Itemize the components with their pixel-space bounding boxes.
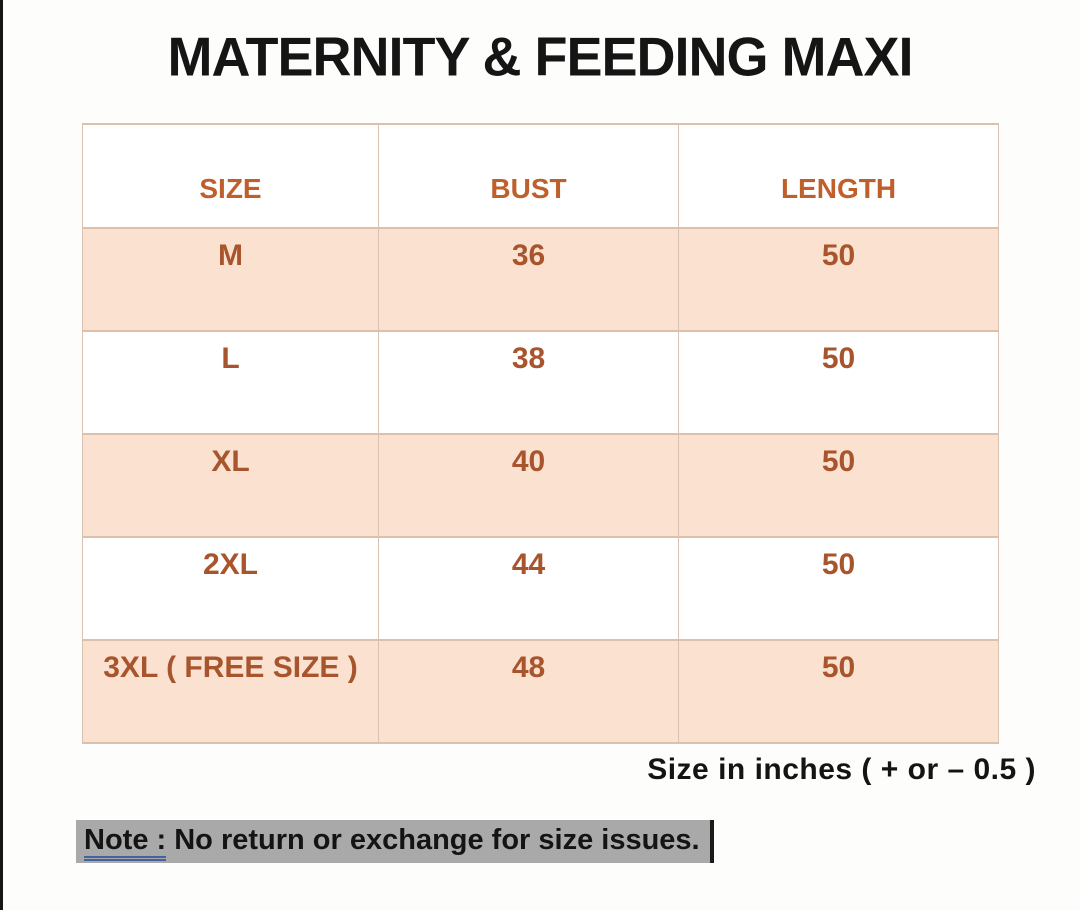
column-header-size: SIZE xyxy=(82,123,379,229)
size-cell: XL xyxy=(82,433,379,538)
table-row: 3XL ( FREE SIZE ) 48 50 xyxy=(82,639,999,744)
size-cell: M xyxy=(82,227,379,332)
bust-cell: 36 xyxy=(378,227,679,332)
size-chart-table: SIZE BUST LENGTH M 36 50 L 38 50 XL 40 5… xyxy=(82,123,999,744)
table-row: M 36 50 xyxy=(82,227,999,332)
size-cell: 2XL xyxy=(82,536,379,641)
length-cell: 50 xyxy=(678,433,999,538)
length-cell: 50 xyxy=(678,536,999,641)
bust-cell: 44 xyxy=(378,536,679,641)
table-row: L 38 50 xyxy=(82,330,999,435)
table-row: XL 40 50 xyxy=(82,433,999,538)
page-title: MATERNITY & FEEDING MAXI xyxy=(167,26,913,88)
note-label: Note : xyxy=(84,824,167,861)
unit-note: Size in inches ( + or – 0.5 ) xyxy=(647,753,1036,786)
header-row: SIZE BUST LENGTH xyxy=(82,123,999,229)
size-cell: 3XL ( FREE SIZE ) xyxy=(82,639,379,744)
length-cell: 50 xyxy=(678,330,999,435)
table-row: 2XL 44 50 xyxy=(82,536,999,641)
bust-cell: 48 xyxy=(378,639,679,744)
bust-cell: 40 xyxy=(378,433,679,538)
left-edge-strip xyxy=(0,0,3,910)
bust-cell: 38 xyxy=(378,330,679,435)
note-text: No return or exchange for size issues. xyxy=(166,824,700,856)
length-cell: 50 xyxy=(678,227,999,332)
column-header-bust: BUST xyxy=(378,123,679,229)
size-cell: L xyxy=(82,330,379,435)
return-policy-note: Note : No return or exchange for size is… xyxy=(76,820,714,863)
length-cell: 50 xyxy=(678,639,999,744)
column-header-length: LENGTH xyxy=(678,123,999,229)
